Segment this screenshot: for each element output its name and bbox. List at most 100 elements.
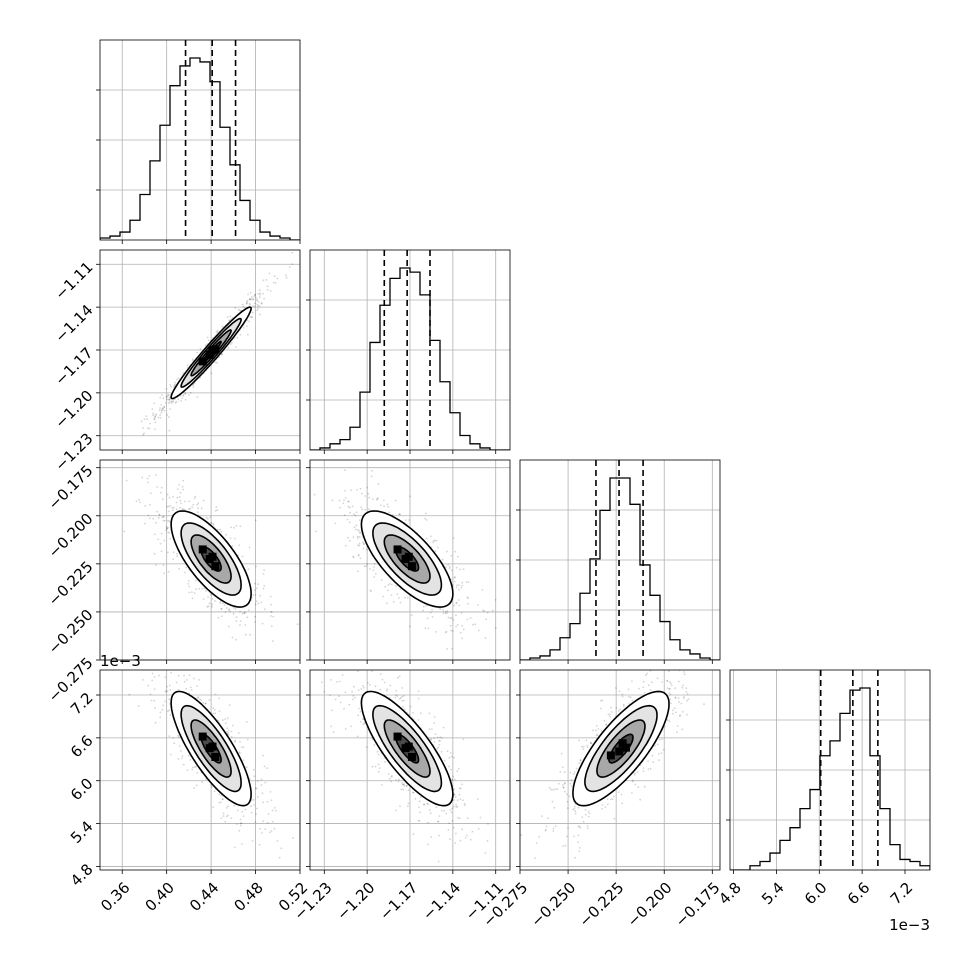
scatter-point <box>484 852 487 854</box>
contour-line <box>360 690 454 807</box>
scatter-point <box>606 798 609 801</box>
scatter-point <box>199 348 202 350</box>
x-tick-label-p1: 0.48 <box>231 879 267 915</box>
scatter-point <box>257 583 259 586</box>
scatter-point <box>679 714 681 716</box>
scatter-point <box>520 834 523 836</box>
scatter-point <box>538 835 541 838</box>
scatter-point <box>589 741 592 744</box>
scatter-point <box>419 796 422 799</box>
scatter-point <box>397 597 400 599</box>
scatter-point <box>534 857 536 859</box>
scatter-point <box>184 571 186 574</box>
scatter-point <box>147 481 149 484</box>
scatter-point <box>424 517 426 520</box>
scatter-point <box>458 793 461 796</box>
scatter-point <box>211 598 214 600</box>
scatter-point <box>457 816 459 819</box>
scatter-point <box>265 279 268 281</box>
scatter-point <box>579 759 582 761</box>
scatter-point <box>592 729 594 732</box>
scatter-point <box>634 783 637 786</box>
scatter-point <box>334 522 337 525</box>
scatter-point <box>227 347 230 349</box>
scatter-point <box>153 676 156 678</box>
scatter-point <box>157 416 160 419</box>
scatter-point <box>477 629 480 632</box>
scatter-point <box>166 551 169 554</box>
hist-panel-p2 <box>306 249 511 454</box>
scatter-point <box>296 623 299 626</box>
scatter-point <box>370 475 373 478</box>
scatter-point <box>412 791 415 794</box>
scatter-point <box>212 522 215 525</box>
scatter-point <box>452 537 455 539</box>
scatter-point <box>450 768 452 771</box>
scatter-point <box>163 405 166 408</box>
scatter-point <box>247 609 250 611</box>
scatter-point <box>336 650 338 652</box>
scatter-point <box>375 498 378 501</box>
scatter-point <box>166 414 169 416</box>
scatter-point <box>437 820 440 823</box>
scatter-point <box>253 305 256 308</box>
scatter-point <box>182 479 185 482</box>
scatter-point <box>167 394 169 396</box>
scatter-point <box>288 266 291 268</box>
scatter-point <box>609 715 611 718</box>
scatter-point <box>638 687 640 690</box>
scatter-point <box>376 750 379 753</box>
scatter-point <box>445 566 447 569</box>
scatter-point <box>220 817 223 819</box>
scatter-point <box>461 637 463 640</box>
x-tick-label-p2: −1.14 <box>419 879 464 924</box>
scatter-point <box>247 293 250 296</box>
scatter-point <box>227 609 230 612</box>
scatter-point <box>231 636 234 639</box>
scatter-point <box>260 302 263 305</box>
scatter-point <box>441 558 444 561</box>
scatter-point <box>264 608 266 611</box>
scatter-point <box>139 501 142 504</box>
scatter-point <box>234 740 236 743</box>
scatter-point <box>669 687 671 690</box>
scatter-point <box>683 671 685 673</box>
y-tick-label-p2: −1.14 <box>51 301 96 346</box>
scatter-point <box>331 709 333 712</box>
scatter-point <box>217 616 220 619</box>
scatter-point <box>285 276 288 279</box>
pair-panel-p2-p3 <box>306 459 511 664</box>
scatter-point <box>314 617 316 619</box>
scatter-point <box>679 715 681 717</box>
scatter-point <box>449 617 452 619</box>
scatter-point <box>180 668 182 670</box>
scatter-point <box>248 303 251 306</box>
scatter-point <box>169 666 171 668</box>
scatter-point <box>235 638 238 641</box>
scatter-point <box>183 674 185 677</box>
scatter-point <box>140 420 143 423</box>
scatter-point <box>232 724 234 727</box>
scatter-point <box>403 695 405 697</box>
scatter-point <box>409 495 411 498</box>
scatter-point <box>253 804 256 806</box>
scatter-point <box>676 725 679 727</box>
scatter-point <box>242 746 245 749</box>
density-cell <box>404 552 413 561</box>
scatter-point <box>176 488 179 490</box>
scatter-point <box>674 696 677 699</box>
scatter-point <box>225 815 228 818</box>
scatter-point <box>461 783 463 786</box>
scatter-point <box>236 336 239 339</box>
scatter-point <box>395 585 397 587</box>
scatter-point <box>387 773 390 775</box>
scatter-point <box>230 736 233 738</box>
scatter-point <box>330 725 333 728</box>
scatter-point <box>559 771 562 773</box>
scatter-point <box>165 395 168 398</box>
scatter-point <box>567 826 569 829</box>
density-cell <box>393 732 402 741</box>
scatter-point <box>264 781 267 784</box>
scatter-point <box>163 539 166 542</box>
scatter-point <box>457 878 459 880</box>
